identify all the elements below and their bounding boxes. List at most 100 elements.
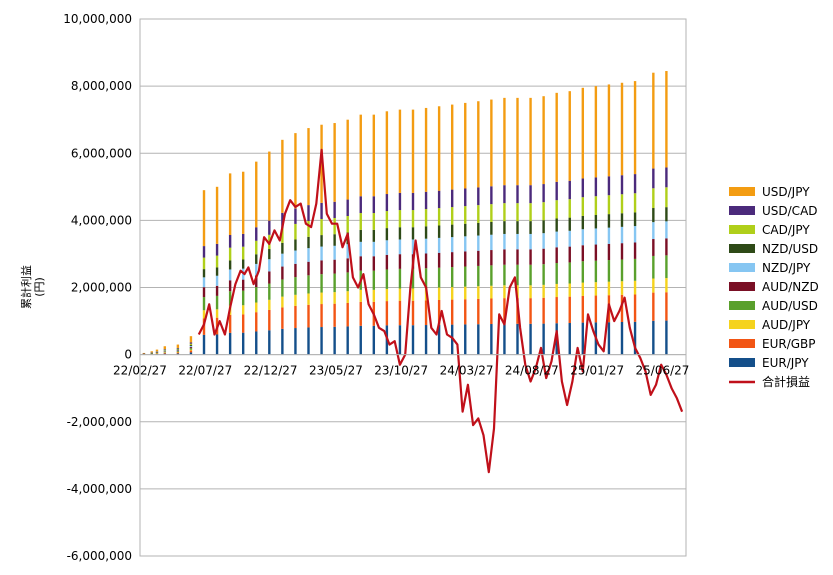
bar-segment xyxy=(359,114,362,197)
bar-segment xyxy=(477,187,480,206)
legend-item: AUD/NZD xyxy=(729,280,819,294)
bar-segment xyxy=(255,254,258,264)
bar-segment xyxy=(568,180,571,200)
bar-segment xyxy=(228,314,232,333)
bar-segment xyxy=(189,349,193,351)
bar-segment xyxy=(529,285,532,299)
bar-segment xyxy=(424,300,428,326)
bar-segment xyxy=(529,249,532,265)
bar-segment xyxy=(189,345,193,348)
bar-segment xyxy=(503,185,506,204)
bar-segment xyxy=(437,208,441,226)
bar-segment xyxy=(555,218,558,232)
bar-segment xyxy=(652,168,655,189)
bar-segment xyxy=(241,305,245,315)
legend-swatch xyxy=(729,320,755,329)
bar-segment xyxy=(620,322,624,355)
legend-label: 合計損益 xyxy=(762,374,810,389)
bar-segment xyxy=(594,86,598,178)
bar-segment xyxy=(477,286,480,299)
bar-stack xyxy=(652,72,655,355)
bar-segment xyxy=(503,249,506,265)
bar-segment xyxy=(607,227,611,244)
legend-label: NZD/USD xyxy=(762,242,818,256)
bar-segment xyxy=(307,236,310,249)
bar-segment xyxy=(385,301,389,326)
legend-label: USD/CAD xyxy=(762,204,818,218)
bar-segment xyxy=(581,282,585,296)
bar-segment xyxy=(607,243,611,261)
bar-segment xyxy=(202,190,206,247)
bar-segment xyxy=(620,259,624,282)
bar-segment xyxy=(372,289,376,302)
bar-segment xyxy=(359,196,362,214)
bar-segment xyxy=(633,226,637,243)
bar-segment xyxy=(255,240,258,255)
bar-segment xyxy=(281,139,284,213)
bar-segment xyxy=(633,258,637,281)
bar-segment xyxy=(333,292,336,304)
bar-segment xyxy=(529,233,532,250)
bar-segment xyxy=(542,233,545,249)
bar-segment xyxy=(320,327,323,355)
bar-segment xyxy=(307,128,310,206)
bar-segment xyxy=(307,293,310,305)
bar-segment xyxy=(529,221,532,234)
bar-segment xyxy=(346,326,349,355)
bar-segment xyxy=(281,266,284,280)
bar-segment xyxy=(437,106,441,191)
bar-segment xyxy=(268,299,271,310)
bar-segment xyxy=(372,114,376,197)
y-tick-label: -2,000,000 xyxy=(67,415,132,429)
bar-segment xyxy=(581,197,585,216)
legend-swatch xyxy=(729,301,755,310)
bar-segment xyxy=(477,101,480,188)
bar-segment xyxy=(268,330,271,355)
bar-segment xyxy=(385,111,389,195)
legend-item: AUD/JPY xyxy=(729,318,811,332)
bar-segment xyxy=(320,292,323,305)
bar-segment xyxy=(477,205,480,223)
bar-segment xyxy=(307,220,310,237)
bar-segment xyxy=(581,245,585,262)
y-tick-label: 2,000,000 xyxy=(71,281,132,295)
legend-item: EUR/JPY xyxy=(729,356,809,370)
bar-segment xyxy=(268,249,271,260)
bar-segment xyxy=(607,176,611,196)
legend-swatch xyxy=(729,263,755,272)
bar-segment xyxy=(333,201,336,218)
bar-segment xyxy=(155,349,159,352)
bar-segment xyxy=(307,205,310,221)
bar-segment xyxy=(372,270,376,290)
bar-segment xyxy=(189,336,193,343)
bar-stack xyxy=(665,71,668,355)
bar-stack xyxy=(241,171,245,355)
bar-segment xyxy=(241,279,245,291)
bar-segment xyxy=(189,347,193,349)
y-axis-label: 累計利益 xyxy=(19,265,33,309)
bar-segment xyxy=(490,99,493,187)
bar-segment xyxy=(215,334,219,355)
bar-segment xyxy=(652,188,655,209)
bar-segment xyxy=(581,295,585,323)
bar-segment xyxy=(633,321,637,355)
bar-segment xyxy=(202,334,206,355)
bar-segment xyxy=(633,174,637,194)
bar-segment xyxy=(294,239,297,251)
legend-label: EUR/JPY xyxy=(762,356,809,370)
bar-segment xyxy=(652,292,655,321)
bar-stack xyxy=(542,96,545,355)
bar-segment xyxy=(268,151,271,221)
bar-segment xyxy=(320,274,323,293)
bar-segment xyxy=(163,349,167,350)
x-tick-label: 22/12/27 xyxy=(244,364,298,378)
bar-segment xyxy=(215,285,219,296)
bar-segment xyxy=(294,328,297,355)
legend-item: CAD/JPY xyxy=(729,223,810,237)
bar-stack xyxy=(424,107,428,355)
bar-segment xyxy=(652,72,655,169)
bar-segment xyxy=(424,325,428,355)
bar-segment xyxy=(241,233,245,247)
legend-swatch xyxy=(729,206,755,215)
bar-segment xyxy=(424,268,428,289)
